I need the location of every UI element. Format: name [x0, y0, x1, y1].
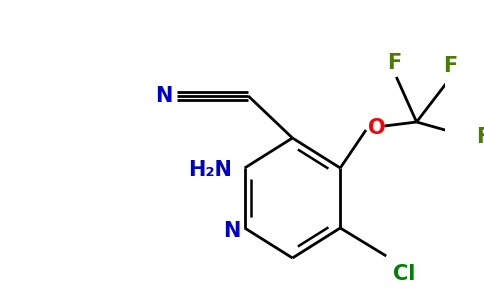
- Text: F: F: [387, 53, 402, 73]
- Text: F: F: [443, 56, 458, 76]
- Text: N: N: [223, 221, 241, 241]
- Text: Cl: Cl: [393, 264, 416, 284]
- Text: F: F: [476, 127, 484, 147]
- Text: O: O: [368, 118, 386, 138]
- Text: N: N: [155, 86, 172, 106]
- Text: H₂N: H₂N: [188, 160, 232, 180]
